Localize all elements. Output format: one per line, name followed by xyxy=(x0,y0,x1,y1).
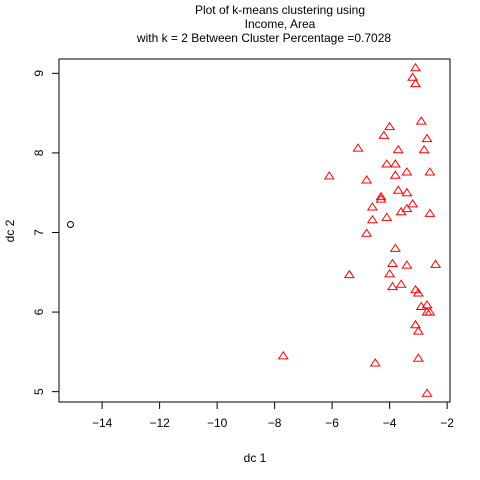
y-axis: 5 6 7 8 9 xyxy=(32,70,59,395)
data-point-triangle xyxy=(366,214,378,224)
data-point-triangle xyxy=(395,206,407,216)
data-point-triangle xyxy=(369,358,381,367)
x-tick-label: −12 xyxy=(149,416,170,430)
data-point-triangle xyxy=(421,133,433,143)
data-point-triangle xyxy=(386,258,399,268)
data-point-triangle xyxy=(386,281,399,291)
data-point-triangle xyxy=(409,78,422,88)
data-point-triangle xyxy=(412,326,424,335)
y-tick-label: 6 xyxy=(32,308,46,315)
data-point-triangle xyxy=(389,243,401,252)
data-point-triangle xyxy=(361,175,373,184)
data-point-triangle xyxy=(409,319,422,329)
y-tick-label: 9 xyxy=(32,70,46,77)
data-point-triangle xyxy=(424,208,436,217)
x-tick-label: −8 xyxy=(268,416,282,430)
data-point-triangle xyxy=(389,159,401,168)
x-tick-label: −14 xyxy=(92,416,113,430)
data-point-triangle xyxy=(407,198,419,208)
data-point-triangle xyxy=(401,167,413,176)
x-axis: −14 −12 −10 −8 −6 −4 −2 xyxy=(92,402,454,430)
data-point-triangle xyxy=(375,191,387,201)
x-tick-label: −2 xyxy=(440,416,454,430)
chart-title-line-2: Income, Area xyxy=(245,17,316,31)
data-point-triangle xyxy=(392,144,404,154)
data-point-triangle xyxy=(389,170,401,179)
data-point-triangle xyxy=(412,288,424,297)
chart-title-line-3: with k = 2 Between Cluster Percentage =0… xyxy=(136,31,391,45)
data-point-triangle xyxy=(424,167,436,176)
x-tick-label: −4 xyxy=(383,416,397,430)
data-point-triangle xyxy=(384,121,396,131)
chart-title-line-1: Plot of k-means clustering using xyxy=(195,3,365,17)
data-point-triangle xyxy=(421,388,433,397)
data-point-triangle xyxy=(418,144,430,154)
y-tick-label: 8 xyxy=(32,149,46,156)
data-point-triangle xyxy=(381,212,393,221)
data-point-triangle xyxy=(430,259,442,268)
plot-frame xyxy=(58,58,451,403)
data-point-triangle xyxy=(401,260,413,269)
data-point-triangle xyxy=(378,130,390,139)
data-point-triangle xyxy=(415,301,427,311)
data-point-triangle xyxy=(392,185,404,194)
data-point-triangle xyxy=(412,353,424,362)
y-tick-label: 7 xyxy=(32,229,46,236)
data-point-triangle xyxy=(384,268,396,278)
x-tick-label: −6 xyxy=(325,416,339,430)
data-point-triangle xyxy=(395,279,407,288)
data-point-triangle xyxy=(401,203,413,213)
data-point-triangle xyxy=(343,269,355,279)
data-point-triangle xyxy=(277,350,289,360)
data-point-triangle xyxy=(401,187,413,197)
data-point-triangle xyxy=(352,143,364,152)
y-axis-label: dc 2 xyxy=(3,219,17,242)
y-tick-label: 5 xyxy=(32,388,46,395)
data-point-triangle xyxy=(381,159,393,168)
data-point-triangle xyxy=(407,72,419,81)
data-point-triangle xyxy=(323,171,335,180)
data-points xyxy=(67,62,442,397)
data-point-triangle xyxy=(424,307,436,316)
data-point-circle xyxy=(67,221,74,229)
data-point-triangle xyxy=(361,228,373,237)
x-axis-label: dc 1 xyxy=(244,451,267,465)
data-point-triangle xyxy=(366,202,378,211)
data-point-triangle xyxy=(375,194,387,203)
data-point-triangle xyxy=(415,116,427,125)
data-point-triangle xyxy=(409,62,422,72)
x-tick-label: −10 xyxy=(207,416,228,430)
